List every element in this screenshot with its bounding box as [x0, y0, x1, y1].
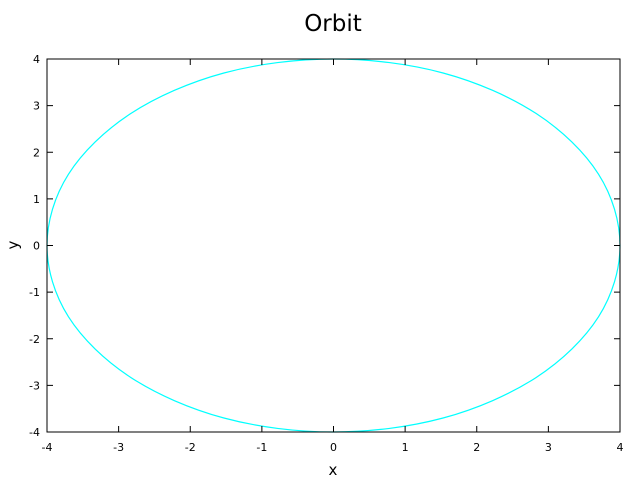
- x-tick-label: 0: [330, 441, 337, 454]
- chart-title: Orbit: [304, 11, 362, 37]
- x-tick-label: 1: [402, 441, 409, 454]
- y-tick-label: -2: [29, 333, 40, 346]
- x-tick-label: -1: [256, 441, 267, 454]
- y-tick-label: -1: [29, 286, 40, 299]
- plot-frame: [46, 58, 621, 433]
- y-tick-label: -4: [29, 426, 40, 439]
- axis-ticks: -4 -3 -2 -1 0 1 2 3 4 -4 -3 -2 -1 0 1 2 3 4: [29, 53, 623, 454]
- y-tick-label: 2: [33, 146, 40, 159]
- y-tick-label: 1: [33, 193, 40, 206]
- x-tick-label: 3: [545, 441, 552, 454]
- x-tick-label: -3: [113, 441, 124, 454]
- y-tick-label: 4: [33, 53, 40, 66]
- x-tick-label: -4: [42, 441, 53, 454]
- plot-area: [46, 58, 621, 433]
- x-axis-label: x: [329, 461, 338, 479]
- x-tick-label: 2: [473, 441, 480, 454]
- y-axis-label: y: [4, 240, 22, 249]
- y-tick-label: 0: [33, 240, 40, 253]
- x-tick-label: -2: [185, 441, 196, 454]
- orbit-series-line: [46, 58, 621, 433]
- y-tick-label: -3: [29, 379, 40, 392]
- x-tick-label: 4: [617, 441, 624, 454]
- y-tick-label: 3: [33, 100, 40, 113]
